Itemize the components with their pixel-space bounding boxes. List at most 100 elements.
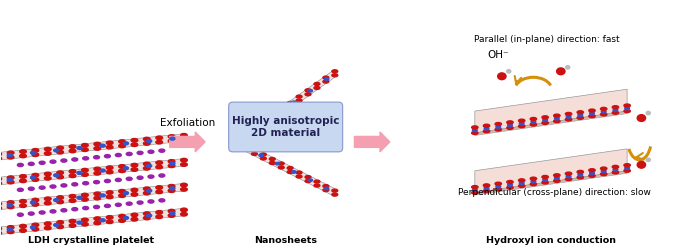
Ellipse shape	[242, 144, 248, 147]
Ellipse shape	[577, 111, 584, 114]
Ellipse shape	[270, 158, 275, 160]
Ellipse shape	[119, 194, 125, 198]
Ellipse shape	[28, 162, 34, 166]
Ellipse shape	[554, 179, 560, 182]
Ellipse shape	[69, 219, 76, 223]
Ellipse shape	[646, 112, 650, 115]
Ellipse shape	[519, 179, 525, 182]
Ellipse shape	[131, 213, 138, 217]
Ellipse shape	[251, 127, 258, 130]
Ellipse shape	[69, 170, 76, 173]
Ellipse shape	[94, 217, 101, 220]
Ellipse shape	[83, 206, 89, 210]
Ellipse shape	[126, 152, 132, 156]
Ellipse shape	[94, 142, 101, 146]
Ellipse shape	[119, 214, 125, 218]
Ellipse shape	[507, 180, 513, 184]
Ellipse shape	[57, 175, 64, 179]
Ellipse shape	[156, 210, 162, 214]
Ellipse shape	[7, 176, 14, 180]
Ellipse shape	[242, 148, 248, 151]
Ellipse shape	[507, 121, 513, 124]
Ellipse shape	[578, 173, 582, 176]
Polygon shape	[237, 139, 335, 196]
Ellipse shape	[146, 189, 152, 192]
Ellipse shape	[577, 176, 584, 179]
Ellipse shape	[234, 140, 239, 142]
Ellipse shape	[542, 118, 547, 122]
Ellipse shape	[116, 203, 121, 206]
Ellipse shape	[82, 198, 88, 201]
Ellipse shape	[554, 114, 560, 117]
Ellipse shape	[542, 181, 548, 184]
Ellipse shape	[82, 218, 88, 222]
Ellipse shape	[126, 202, 132, 205]
Ellipse shape	[508, 183, 512, 186]
Ellipse shape	[314, 86, 320, 90]
Ellipse shape	[170, 137, 175, 140]
Ellipse shape	[483, 184, 490, 187]
Ellipse shape	[589, 109, 595, 112]
Ellipse shape	[612, 106, 619, 109]
Ellipse shape	[119, 140, 125, 143]
Ellipse shape	[32, 174, 38, 177]
Ellipse shape	[554, 117, 559, 120]
Ellipse shape	[305, 89, 311, 92]
Ellipse shape	[0, 152, 1, 156]
Ellipse shape	[7, 228, 13, 231]
Ellipse shape	[61, 159, 66, 162]
Ellipse shape	[57, 200, 64, 204]
Ellipse shape	[144, 191, 150, 195]
Ellipse shape	[44, 176, 51, 180]
Ellipse shape	[159, 149, 164, 152]
Ellipse shape	[32, 198, 38, 202]
Ellipse shape	[57, 150, 64, 154]
Ellipse shape	[170, 212, 175, 215]
Ellipse shape	[83, 182, 89, 185]
Ellipse shape	[20, 154, 27, 158]
Ellipse shape	[577, 170, 584, 173]
Ellipse shape	[251, 148, 258, 152]
Ellipse shape	[100, 194, 105, 197]
Ellipse shape	[495, 128, 501, 131]
Ellipse shape	[589, 115, 595, 117]
Ellipse shape	[7, 230, 14, 234]
Ellipse shape	[242, 137, 248, 140]
Ellipse shape	[0, 157, 1, 160]
Ellipse shape	[624, 110, 630, 112]
Ellipse shape	[637, 115, 645, 121]
Ellipse shape	[57, 171, 64, 174]
Ellipse shape	[496, 185, 500, 188]
Ellipse shape	[472, 126, 478, 129]
Ellipse shape	[601, 110, 606, 113]
Ellipse shape	[170, 162, 175, 165]
Ellipse shape	[613, 168, 618, 171]
Text: Nanosheets: Nanosheets	[254, 236, 317, 245]
Ellipse shape	[123, 216, 129, 220]
Ellipse shape	[332, 74, 337, 77]
Text: Exfoliation: Exfoliation	[160, 118, 215, 128]
Ellipse shape	[0, 182, 1, 185]
Ellipse shape	[625, 166, 629, 170]
Ellipse shape	[144, 142, 150, 145]
Ellipse shape	[77, 146, 82, 150]
Ellipse shape	[168, 139, 175, 143]
Ellipse shape	[270, 162, 275, 164]
Ellipse shape	[530, 123, 537, 126]
Ellipse shape	[566, 66, 570, 69]
Ellipse shape	[495, 122, 501, 126]
Ellipse shape	[18, 188, 23, 192]
Ellipse shape	[7, 180, 14, 184]
Ellipse shape	[7, 151, 14, 154]
Ellipse shape	[77, 196, 82, 199]
Ellipse shape	[159, 199, 164, 202]
Ellipse shape	[259, 154, 263, 156]
Ellipse shape	[156, 186, 162, 189]
Text: Perpendicular (cross-plane) direction: slow: Perpendicular (cross-plane) direction: s…	[458, 188, 650, 196]
Ellipse shape	[20, 229, 27, 232]
Ellipse shape	[242, 133, 248, 136]
Ellipse shape	[589, 112, 594, 115]
Ellipse shape	[44, 226, 51, 230]
Ellipse shape	[305, 93, 311, 96]
Ellipse shape	[7, 154, 13, 156]
